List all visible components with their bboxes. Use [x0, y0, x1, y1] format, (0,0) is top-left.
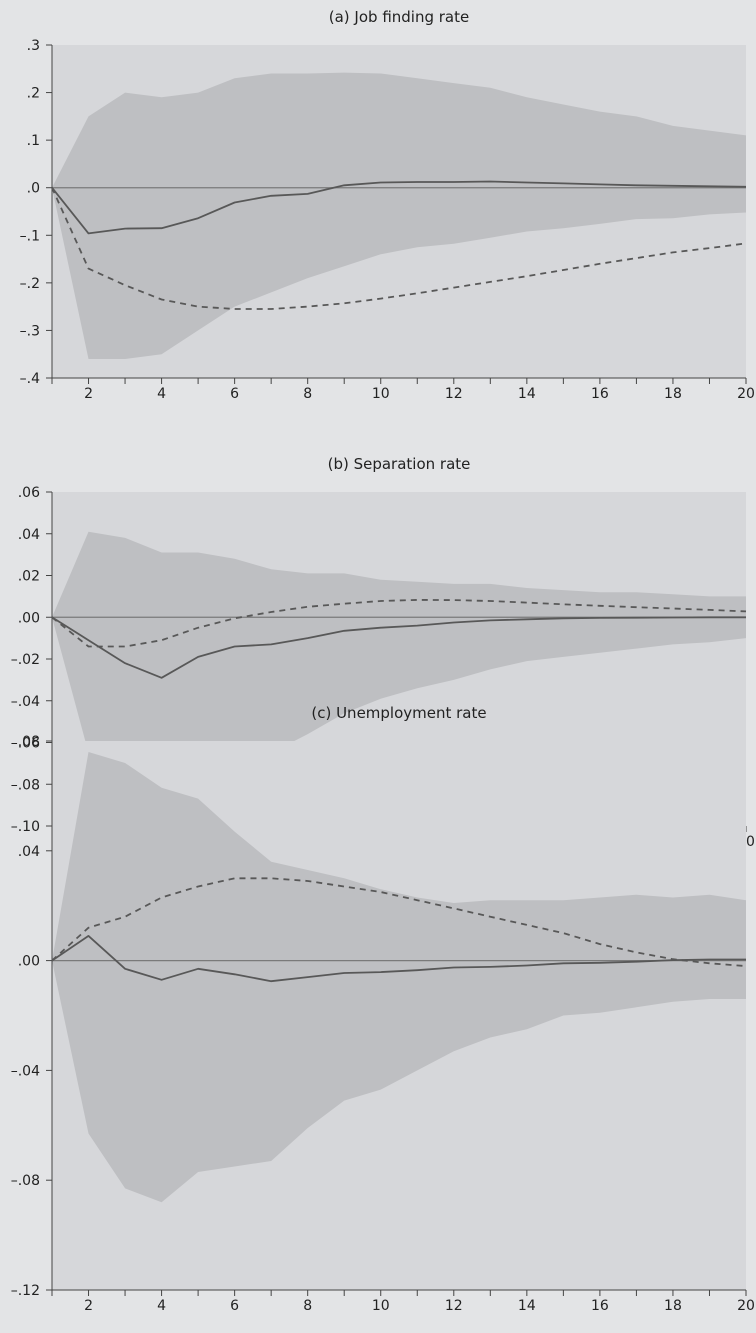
x-tick-label: 18 — [664, 386, 682, 402]
y-tick-label: –.04 — [11, 1063, 40, 1079]
panel-3: (c) Unemployment rate 2 4 6 8 10 12 14 16 18 20 .08… — [11, 704, 755, 1314]
x-tick-label: 8 — [303, 1298, 312, 1314]
x-tick-label: 14 — [518, 386, 536, 402]
y-tick-label: –.4 — [20, 371, 40, 387]
panel-title: (c) Unemployment rate — [311, 704, 486, 722]
y-tick-label: .2 — [27, 86, 40, 102]
y-tick-label: –.08 — [11, 777, 40, 793]
y-tick-label: –.06 — [11, 736, 40, 752]
dashed-series-line — [51, 599, 747, 648]
solid-series-line — [51, 616, 746, 679]
y-tick-label: .04 — [18, 844, 40, 860]
x-tick-label: 20 — [737, 1298, 755, 1314]
x-tick-label: 18 — [664, 1298, 682, 1314]
x-tick-label: 2 — [84, 386, 93, 402]
x-tick-label: 6 — [230, 386, 239, 402]
y-tick-label: .04 — [18, 527, 40, 543]
y-tick-label: .06 — [18, 485, 40, 501]
y-tick-label: .00 — [18, 954, 40, 970]
y-tick-label: –.12 — [11, 1283, 40, 1299]
y-tick-label: –.08 — [11, 1173, 40, 1189]
dashed-series-line — [51, 877, 747, 967]
x-tick-label: 12 — [445, 1298, 463, 1314]
x-tick-label: 8 — [303, 386, 312, 402]
x-tick-label: 2 — [84, 1298, 93, 1314]
panel-title: (a) Job finding rate — [329, 8, 469, 26]
y-tick-label: –.10 — [11, 819, 40, 835]
x-tick-label: 16 — [591, 386, 609, 402]
solid-series-line — [51, 180, 747, 235]
y-tick-label: .08 — [18, 734, 40, 750]
panel-1: (a) Job finding rate 2 4 6 8 10 12 14 16 18 20 .3 .2… — [20, 8, 755, 402]
x-tick-label: 16 — [591, 1298, 609, 1314]
y-tick-label: .0 — [27, 181, 40, 197]
confidence-band — [52, 72, 746, 359]
confidence-band — [52, 752, 746, 1203]
dashed-series-line — [51, 187, 747, 310]
x-tick-label: 4 — [157, 1298, 166, 1314]
y-tick-label: –.3 — [20, 323, 40, 339]
y-tick-label: .3 — [27, 38, 40, 54]
confidence-band — [52, 531, 746, 810]
x-tick-label: 20 — [737, 386, 755, 402]
x-tick-label: 4 — [157, 386, 166, 402]
x-tick-label: 10 — [372, 1298, 390, 1314]
x-tick-label: 14 — [518, 1298, 536, 1314]
panel-title: (b) Separation rate — [328, 455, 471, 473]
y-tick-label: –.02 — [11, 652, 40, 668]
y-tick-label: –.2 — [20, 276, 40, 292]
x-tick-label: 10 — [372, 386, 390, 402]
y-tick-label: –.1 — [20, 228, 40, 244]
y-tick-label: .02 — [18, 569, 40, 585]
y-tick-label: –.04 — [11, 694, 40, 710]
y-tick-label: .00 — [18, 610, 40, 626]
x-tick-label: 12 — [445, 386, 463, 402]
solid-series-line — [51, 935, 746, 983]
x-tick-label: 6 — [230, 1298, 239, 1314]
y-tick-label: .1 — [27, 133, 40, 149]
